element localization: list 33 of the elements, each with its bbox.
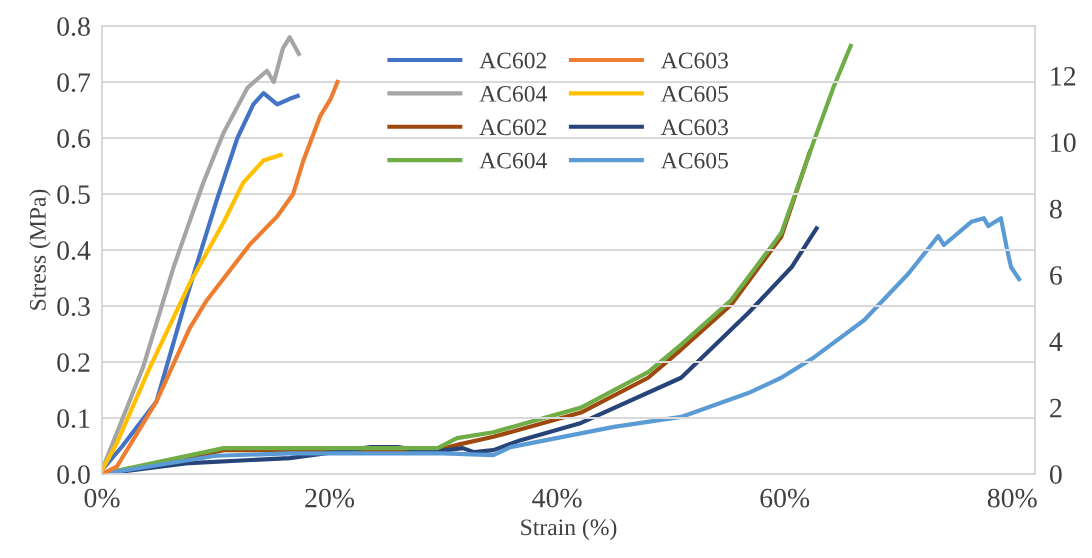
x-tick-label: 20%: [305, 488, 355, 508]
y2-tick-label: 6: [1050, 266, 1062, 285]
legend-label: AC603: [660, 52, 728, 69]
legend-label: AC605: [660, 85, 728, 102]
legend-label: AC602: [479, 119, 547, 136]
y-tick-label: 0.1: [57, 409, 90, 429]
y2-tick-label: 0: [1049, 465, 1062, 484]
x-tick-label: 0%: [84, 488, 120, 508]
y-tick-label: 0.8: [57, 17, 90, 37]
legend-label: AC603: [660, 119, 728, 136]
y-tick-label: 0.5: [57, 185, 90, 205]
y2-tick-label: 2: [1050, 398, 1062, 418]
legend-label: AC602: [479, 52, 547, 69]
line-series: [102, 152, 283, 473]
x-tick-label: 60%: [760, 488, 810, 508]
y-axis-title: Stress (MPa): [29, 189, 51, 310]
y-tick-label: 0.6: [57, 129, 91, 149]
legend-label: AC604: [479, 152, 547, 169]
legend-label: AC605: [660, 152, 728, 169]
x-tick-label: 40%: [532, 488, 582, 508]
y2-tick-label: 8: [1049, 199, 1062, 219]
line-series: [102, 79, 340, 474]
y-tick-label: 0.2: [57, 353, 90, 373]
y-tick-label: 0.0: [57, 465, 90, 485]
y2-tick-label: 12: [1051, 67, 1076, 86]
y-tick-label: 0.7: [57, 73, 91, 93]
x-tick-label: 80%: [987, 488, 1037, 508]
y2-tick-label: 4: [1049, 332, 1063, 351]
legend-label: AC604: [479, 85, 547, 102]
y-tick-label: 0.4: [57, 241, 91, 261]
x-axis-title: Strain (%): [521, 518, 617, 541]
y-tick-label: 0.3: [57, 297, 90, 317]
y2-tick-label: 10: [1051, 133, 1076, 153]
